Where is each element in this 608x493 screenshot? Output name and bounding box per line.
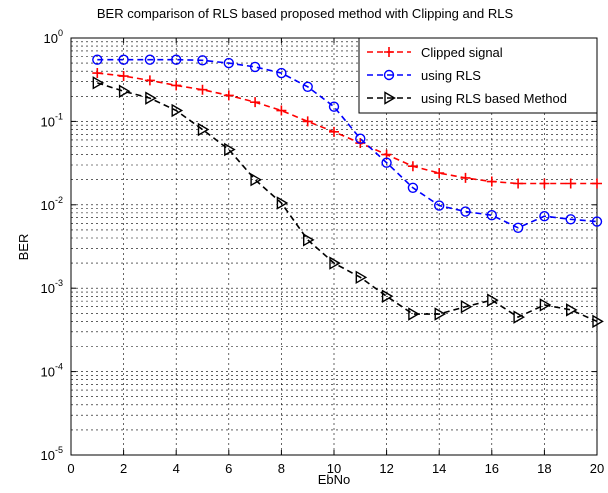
- data-point-marker: [223, 57, 235, 69]
- y-tick-label: 10-2: [41, 195, 63, 213]
- data-point-marker: [92, 54, 103, 65]
- x-tick-label: 6: [225, 461, 232, 476]
- data-point-marker: [329, 256, 341, 270]
- axes: 0 2 4 6 8 10 12 14 16 18 20 100 10-1 10-2 10-3 10-4 10-5: [41, 28, 605, 476]
- x-tick-label: 10: [327, 461, 341, 476]
- x-tick-label: 12: [379, 461, 393, 476]
- x-tick-label: 0: [67, 461, 74, 476]
- data-point-marker: [383, 69, 395, 81]
- data-point-marker: [355, 133, 366, 144]
- data-point-marker: [197, 84, 208, 95]
- data-point-marker: [197, 55, 208, 66]
- y-tick-label: 100: [44, 28, 63, 46]
- data-point-marker: [144, 75, 155, 86]
- x-tick-label: 14: [432, 461, 446, 476]
- data-point-marker: [513, 310, 525, 324]
- data-point-marker: [566, 303, 578, 317]
- data-point-marker: [171, 103, 184, 118]
- data-point-marker: [276, 67, 287, 79]
- data-point-marker: [249, 61, 261, 73]
- series-using-rls-based-method: [92, 76, 604, 329]
- data-point-marker: [224, 142, 236, 157]
- y-tick-label: 10-5: [41, 445, 63, 463]
- data-point-marker: [460, 172, 471, 183]
- data-point-marker: [145, 91, 157, 105]
- data-point-marker: [197, 122, 210, 137]
- data-point-marker: [408, 307, 420, 321]
- data-point-marker: [355, 270, 368, 285]
- data-point-marker: [92, 68, 103, 79]
- data-point-marker: [118, 54, 129, 65]
- x-tick-label: 4: [173, 461, 180, 476]
- chart-title: BER comparison of RLS based proposed met…: [97, 6, 514, 21]
- data-point-marker: [592, 178, 602, 189]
- data-point-marker: [513, 178, 524, 189]
- data-point-marker: [487, 293, 499, 307]
- data-point-marker: [223, 90, 234, 101]
- legend: Clipped signal using RLS using RLS based M…: [358, 37, 598, 114]
- data-point-marker: [276, 196, 289, 210]
- data-point-marker: [384, 91, 396, 105]
- x-axis-title: EbNo: [318, 472, 351, 487]
- data-point-marker: [250, 172, 262, 187]
- y-tick-label: 10-3: [41, 278, 63, 296]
- y-axis-title: BER: [16, 234, 31, 261]
- data-point-marker: [592, 314, 604, 329]
- data-point-marker: [170, 54, 182, 65]
- y-tick-label: 10-1: [41, 111, 63, 129]
- data-point-marker: [303, 233, 315, 247]
- data-point-marker: [384, 47, 394, 57]
- x-tick-label: 20: [590, 461, 604, 476]
- data-point-marker: [118, 84, 131, 98]
- data-point-marker: [486, 210, 497, 221]
- data-point-marker: [539, 298, 552, 312]
- data-point-marker: [302, 81, 313, 92]
- data-point-marker: [407, 161, 418, 172]
- data-point-marker: [434, 200, 445, 211]
- data-point-marker: [329, 126, 339, 137]
- data-point-marker: [539, 210, 550, 222]
- data-point-marker: [591, 216, 603, 227]
- data-point-marker: [381, 289, 394, 303]
- data-point-marker: [171, 80, 182, 91]
- data-point-marker: [486, 176, 497, 187]
- data-point-marker: [250, 97, 261, 108]
- x-tick-label: 16: [485, 461, 499, 476]
- data-point-marker: [460, 206, 471, 217]
- data-point-marker: [302, 116, 313, 127]
- data-point-marker: [512, 222, 524, 233]
- y-tick-label: 10-4: [41, 362, 63, 380]
- data-point-marker: [144, 54, 156, 65]
- data-point-marker: [276, 105, 287, 116]
- x-tick-label: 18: [537, 461, 551, 476]
- legend-label: using RLS based Method: [421, 91, 567, 106]
- data-point-marker: [565, 178, 576, 189]
- series-using-rls: [92, 54, 603, 233]
- x-tick-label: 2: [120, 461, 127, 476]
- data-point-marker: [539, 178, 550, 189]
- data-point-marker: [328, 101, 340, 112]
- data-point-marker: [434, 307, 447, 321]
- x-tick-label: 8: [278, 461, 285, 476]
- data-point-marker: [460, 299, 473, 314]
- data-point-marker: [565, 214, 576, 225]
- data-point-marker: [118, 71, 129, 82]
- legend-label: using RLS: [421, 68, 481, 83]
- series-layer: [92, 54, 604, 329]
- data-point-marker: [434, 168, 445, 179]
- data-point-marker: [381, 157, 392, 168]
- legend-label: Clipped signal: [421, 45, 503, 60]
- data-point-marker: [92, 76, 105, 90]
- data-point-marker: [407, 182, 419, 193]
